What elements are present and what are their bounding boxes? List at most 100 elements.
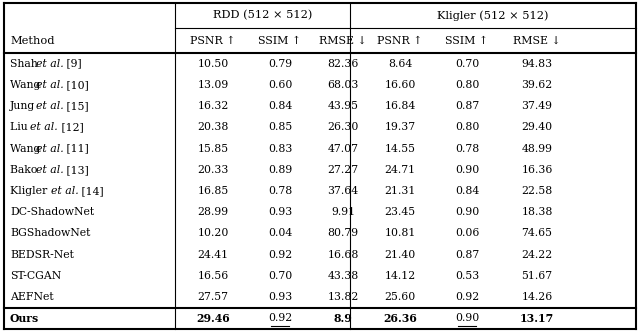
Text: 21.40: 21.40 bbox=[385, 250, 415, 260]
Text: [9]: [9] bbox=[63, 59, 82, 69]
Text: RMSE ↓: RMSE ↓ bbox=[319, 36, 367, 46]
Text: 0.80: 0.80 bbox=[455, 80, 479, 90]
Text: Ours: Ours bbox=[10, 313, 39, 324]
Text: 0.78: 0.78 bbox=[268, 186, 292, 196]
Text: 0.85: 0.85 bbox=[268, 122, 292, 132]
Text: [13]: [13] bbox=[63, 165, 89, 175]
Text: [10]: [10] bbox=[63, 80, 89, 90]
Text: et al.: et al. bbox=[31, 122, 58, 132]
Text: 51.67: 51.67 bbox=[522, 271, 552, 281]
Text: 0.90: 0.90 bbox=[455, 313, 479, 323]
Text: 0.93: 0.93 bbox=[268, 292, 292, 302]
Text: et al.: et al. bbox=[35, 101, 63, 111]
Text: 22.58: 22.58 bbox=[522, 186, 552, 196]
Text: 29.40: 29.40 bbox=[522, 122, 552, 132]
Text: 16.36: 16.36 bbox=[522, 165, 553, 175]
Text: Liu: Liu bbox=[10, 122, 31, 132]
Text: 0.04: 0.04 bbox=[268, 228, 292, 238]
Text: 20.38: 20.38 bbox=[197, 122, 228, 132]
Text: 68.03: 68.03 bbox=[327, 80, 358, 90]
Text: RMSE ↓: RMSE ↓ bbox=[513, 36, 561, 46]
Text: Kligler: Kligler bbox=[10, 186, 51, 196]
Text: 0.78: 0.78 bbox=[455, 144, 479, 154]
Text: SSIM ↑: SSIM ↑ bbox=[259, 36, 301, 46]
Text: 0.06: 0.06 bbox=[455, 228, 479, 238]
Text: AEFNet: AEFNet bbox=[10, 292, 54, 302]
Text: 24.41: 24.41 bbox=[197, 250, 228, 260]
Text: [11]: [11] bbox=[63, 144, 89, 154]
Text: 94.83: 94.83 bbox=[522, 59, 552, 69]
Text: Jung: Jung bbox=[10, 101, 39, 111]
Text: 0.53: 0.53 bbox=[455, 271, 479, 281]
Text: 0.84: 0.84 bbox=[268, 101, 292, 111]
Text: DC-ShadowNet: DC-ShadowNet bbox=[10, 207, 94, 217]
Text: PSNR ↑: PSNR ↑ bbox=[377, 36, 423, 46]
Text: 16.56: 16.56 bbox=[197, 271, 228, 281]
Text: 8.64: 8.64 bbox=[388, 59, 412, 69]
Text: Method: Method bbox=[10, 36, 54, 46]
Text: 24.71: 24.71 bbox=[385, 165, 415, 175]
Text: [12]: [12] bbox=[58, 122, 84, 132]
Text: 0.79: 0.79 bbox=[268, 59, 292, 69]
Text: SSIM ↑: SSIM ↑ bbox=[445, 36, 488, 46]
Text: 28.99: 28.99 bbox=[197, 207, 228, 217]
Text: 48.99: 48.99 bbox=[522, 144, 552, 154]
Text: 20.33: 20.33 bbox=[197, 165, 228, 175]
Text: PSNR ↑: PSNR ↑ bbox=[190, 36, 236, 46]
Text: 0.70: 0.70 bbox=[455, 59, 479, 69]
Text: 0.87: 0.87 bbox=[455, 101, 479, 111]
Text: 19.37: 19.37 bbox=[385, 122, 415, 132]
Text: et al.: et al. bbox=[35, 80, 63, 90]
Text: 0.92: 0.92 bbox=[268, 313, 292, 323]
Text: 23.45: 23.45 bbox=[385, 207, 415, 217]
Text: 16.60: 16.60 bbox=[384, 80, 416, 90]
Text: 16.84: 16.84 bbox=[385, 101, 415, 111]
Text: 9.91: 9.91 bbox=[331, 207, 355, 217]
Text: 0.90: 0.90 bbox=[455, 207, 479, 217]
Text: 10.50: 10.50 bbox=[197, 59, 228, 69]
Text: 13.09: 13.09 bbox=[197, 80, 228, 90]
Text: 26.30: 26.30 bbox=[327, 122, 358, 132]
Text: [14]: [14] bbox=[78, 186, 104, 196]
Text: 18.38: 18.38 bbox=[522, 207, 553, 217]
Text: 15.85: 15.85 bbox=[197, 144, 228, 154]
Text: 14.55: 14.55 bbox=[385, 144, 415, 154]
Text: 13.17: 13.17 bbox=[520, 313, 554, 324]
Text: 14.26: 14.26 bbox=[522, 292, 552, 302]
Text: Shah: Shah bbox=[10, 59, 41, 69]
Text: 0.70: 0.70 bbox=[268, 271, 292, 281]
Text: [15]: [15] bbox=[63, 101, 89, 111]
Text: 16.85: 16.85 bbox=[197, 186, 228, 196]
Text: 21.31: 21.31 bbox=[384, 186, 416, 196]
Text: 10.20: 10.20 bbox=[197, 228, 228, 238]
Text: 0.83: 0.83 bbox=[268, 144, 292, 154]
Text: 74.65: 74.65 bbox=[522, 228, 552, 238]
Text: 24.22: 24.22 bbox=[522, 250, 552, 260]
Text: 0.92: 0.92 bbox=[268, 250, 292, 260]
Text: 0.80: 0.80 bbox=[455, 122, 479, 132]
Text: et al.: et al. bbox=[35, 165, 63, 175]
Text: ST-CGAN: ST-CGAN bbox=[10, 271, 61, 281]
Text: 0.89: 0.89 bbox=[268, 165, 292, 175]
Text: 0.87: 0.87 bbox=[455, 250, 479, 260]
Text: 26.36: 26.36 bbox=[383, 313, 417, 324]
Text: 16.32: 16.32 bbox=[197, 101, 228, 111]
Text: 0.90: 0.90 bbox=[455, 165, 479, 175]
Text: 25.60: 25.60 bbox=[385, 292, 415, 302]
Text: Kligler (512 × 512): Kligler (512 × 512) bbox=[437, 10, 548, 21]
Text: 13.82: 13.82 bbox=[327, 292, 358, 302]
Text: BEDSR-Net: BEDSR-Net bbox=[10, 250, 74, 260]
Text: 29.46: 29.46 bbox=[196, 313, 230, 324]
Text: 39.62: 39.62 bbox=[522, 80, 552, 90]
Text: RDD (512 × 512): RDD (512 × 512) bbox=[213, 10, 312, 21]
Text: BGShadowNet: BGShadowNet bbox=[10, 228, 90, 238]
Text: 47.07: 47.07 bbox=[328, 144, 358, 154]
Text: 80.79: 80.79 bbox=[328, 228, 358, 238]
Text: Bako: Bako bbox=[10, 165, 41, 175]
Text: 8.9: 8.9 bbox=[333, 313, 353, 324]
Text: 43.95: 43.95 bbox=[328, 101, 358, 111]
Text: 37.64: 37.64 bbox=[328, 186, 358, 196]
Text: Wang: Wang bbox=[10, 80, 44, 90]
Text: Wang: Wang bbox=[10, 144, 44, 154]
Text: 27.27: 27.27 bbox=[328, 165, 358, 175]
